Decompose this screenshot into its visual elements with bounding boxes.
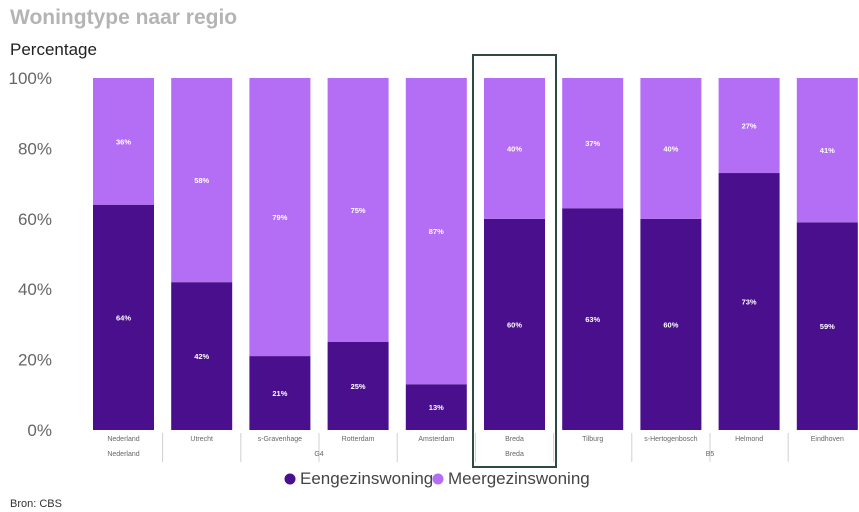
bar-eengezinswoning-eindhoven [796, 222, 858, 430]
data-label: 58% [194, 176, 209, 185]
x-tick-label: Tilburg [582, 436, 603, 443]
bar-eengezinswoning-breda [484, 218, 545, 430]
group-label: B5 [706, 451, 715, 458]
bar-eengezinswoning-helmond [718, 173, 780, 431]
data-label: 79% [272, 213, 287, 222]
bar-meergezinswoning-s-gravenhage [249, 78, 311, 357]
x-tick-label: Eindhoven [811, 436, 844, 443]
x-tick-label: Helmond [735, 436, 763, 443]
group-label: Nederland [107, 451, 139, 458]
data-label: 37% [585, 139, 600, 148]
bar-eengezinswoning-s-hertogenbosch [640, 218, 702, 430]
bar-eengezinswoning-s-gravenhage [249, 356, 311, 430]
y-tick-label: 100% [9, 69, 52, 88]
x-tick-label: Nederland [107, 436, 139, 443]
x-tick-label: Utrecht [190, 436, 213, 443]
legend-marker-eengezinswoning [284, 473, 296, 485]
data-label: 36% [116, 137, 131, 146]
data-label: 25% [351, 382, 366, 391]
data-label: 59% [820, 322, 835, 331]
group-label: G4 [314, 451, 323, 458]
data-label: 40% [507, 144, 522, 153]
data-label: 27% [742, 122, 757, 131]
data-label: 64% [116, 313, 131, 322]
x-tick-label: s-Hertogenbosch [644, 436, 697, 443]
legend-label: Meergezinswoning [448, 469, 590, 488]
legend-marker-meergezinswoning [432, 473, 444, 485]
bar-eengezinswoning-rotterdam [327, 342, 389, 430]
x-tick-label: Rotterdam [342, 436, 375, 443]
bar-meergezinswoning-s-hertogenbosch [640, 78, 702, 219]
data-label: 60% [663, 320, 678, 329]
data-label: 60% [507, 320, 522, 329]
bar-meergezinswoning-utrecht [171, 78, 233, 283]
data-label: 87% [429, 227, 444, 236]
bar-meergezinswoning-tilburg [562, 78, 624, 209]
data-label: 13% [429, 403, 444, 412]
bar-eengezinswoning-nederland [93, 204, 154, 430]
y-axis-title: Percentage [10, 40, 97, 59]
chart-title: Woningtype naar regio [10, 6, 238, 29]
data-label: 42% [194, 352, 209, 361]
data-label: 75% [351, 206, 366, 215]
y-tick-label: 20% [18, 351, 52, 370]
bar-eengezinswoning-utrecht [171, 282, 233, 430]
data-label: 40% [663, 144, 678, 153]
bar-meergezinswoning-eindhoven [796, 78, 858, 223]
y-tick-label: 40% [18, 280, 52, 299]
bar-meergezinswoning-helmond [718, 78, 780, 174]
data-label: 73% [742, 298, 757, 307]
source-note: Bron: CBS [10, 498, 62, 510]
data-label: 41% [820, 146, 835, 155]
x-tick-label: s-Gravenhage [258, 436, 302, 443]
y-tick-label: 60% [18, 210, 52, 229]
x-tick-label: Amsterdam [418, 436, 454, 443]
bar-meergezinswoning-amsterdam [405, 78, 467, 385]
bar-eengezinswoning-amsterdam [405, 384, 467, 430]
data-label: 21% [272, 389, 287, 398]
x-tick-label: Breda [505, 436, 524, 443]
legend-label: Eengezinswoning [300, 469, 433, 488]
data-label: 63% [585, 315, 600, 324]
bar-meergezinswoning-rotterdam [327, 78, 389, 342]
bar-meergezinswoning-breda [484, 78, 545, 219]
highlight-box [472, 54, 557, 468]
y-tick-label: 0% [27, 421, 52, 440]
bar-eengezinswoning-tilburg [562, 208, 624, 430]
y-tick-label: 80% [18, 139, 52, 158]
bar-meergezinswoning-nederland [93, 78, 154, 205]
group-label: Breda [505, 451, 524, 458]
